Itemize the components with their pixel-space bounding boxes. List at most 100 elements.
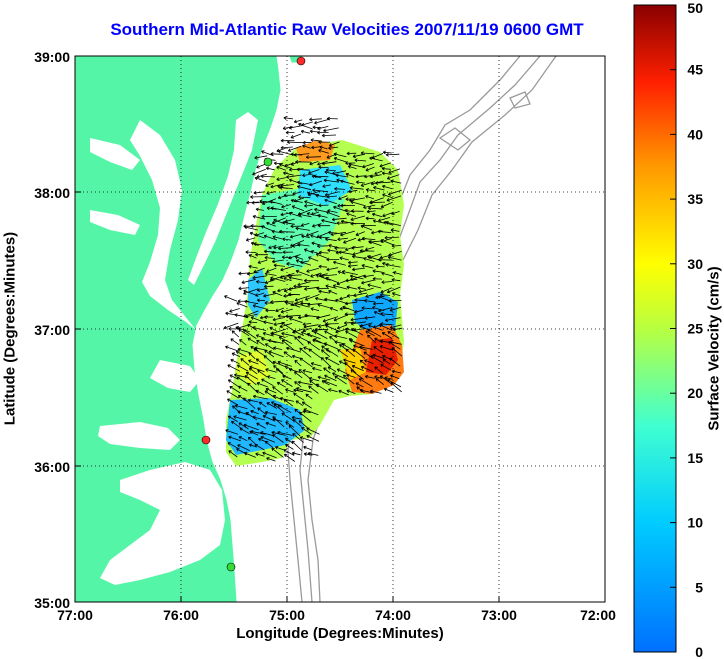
velocity-arrow — [350, 221, 365, 226]
velocity-arrow — [272, 235, 283, 240]
velocity-arrow — [294, 295, 310, 302]
velocity-arrow — [380, 363, 392, 371]
velocity-arrow — [381, 171, 392, 176]
velocity-arrow — [292, 419, 302, 427]
station-marker — [201, 435, 211, 445]
velocity-arrow — [303, 445, 312, 451]
velocity-arrow — [264, 349, 275, 358]
velocity-arrow — [231, 352, 241, 357]
velocity-arrow — [231, 330, 240, 338]
map-title: Southern Mid-Atlantic Raw Velocities 200… — [110, 20, 584, 39]
velocity-arrow — [266, 267, 277, 273]
velocity-arrow — [317, 130, 329, 135]
velocity-arrow — [318, 165, 329, 170]
velocity-arrow — [389, 357, 401, 367]
velocity-arrow — [271, 250, 283, 255]
velocity-arrow — [270, 300, 285, 304]
velocity-arrow — [363, 274, 375, 279]
velocity-arrow — [225, 345, 239, 352]
velocity-arrow — [255, 252, 269, 257]
velocity-arrow — [364, 298, 376, 303]
velocity-arrow — [335, 173, 349, 178]
velocity-arrow — [291, 354, 301, 359]
velocity-arrow — [344, 246, 356, 251]
velocity-arrow — [368, 324, 383, 331]
velocity-arrow — [308, 385, 319, 394]
colorbar-tick-label: 10 — [687, 515, 703, 531]
velocity-arrow — [255, 207, 265, 212]
velocity-arrow — [223, 322, 239, 330]
velocity-arrow — [227, 364, 241, 372]
velocity-arrow — [262, 331, 274, 337]
velocity-arrow — [363, 204, 376, 209]
station-marker — [296, 56, 306, 66]
velocity-arrow — [315, 383, 329, 393]
velocity-arrow — [369, 156, 383, 162]
velocity-arrow — [288, 178, 303, 185]
velocity-arrow — [352, 267, 365, 272]
velocity-arrow — [322, 184, 331, 188]
velocity-arrow — [318, 140, 330, 145]
velocity-arrow — [272, 416, 285, 428]
colorbar-tick-label: 25 — [687, 321, 703, 337]
velocity-arrow — [350, 215, 366, 222]
velocity-arrow — [254, 155, 268, 160]
velocity-arrow — [345, 161, 356, 166]
velocity-arrow — [273, 263, 286, 268]
velocity-arrow — [293, 392, 305, 401]
velocity-arrow — [378, 307, 393, 313]
velocity-arrow — [278, 336, 293, 345]
velocity-arrow — [315, 274, 331, 281]
velocity-arrow — [227, 398, 238, 406]
velocity-arrow — [265, 387, 277, 394]
velocity-arrow — [272, 360, 286, 368]
velocity-arrow — [276, 381, 286, 388]
velocity-arrow — [266, 191, 276, 195]
velocity-arrow — [326, 257, 340, 262]
velocity-arrow — [249, 231, 265, 239]
velocity-arrow — [354, 309, 364, 314]
velocity-arrow — [239, 339, 247, 346]
velocity-arrow — [278, 246, 293, 251]
velocity-arrow — [382, 184, 393, 190]
velocity-arrow — [295, 159, 312, 164]
velocity-arrow — [390, 179, 402, 184]
colorbar-ticks — [670, 4, 676, 653]
velocity-arrow — [373, 186, 385, 191]
velocity-arrow — [387, 255, 402, 261]
velocity-arrow — [231, 420, 242, 429]
velocity-arrow — [268, 244, 277, 250]
velocity-arrow — [303, 408, 319, 416]
velocity-arrow — [328, 388, 338, 393]
velocity-arrow — [372, 353, 385, 359]
velocity-arrow — [338, 360, 348, 366]
velocity-arrow — [360, 365, 374, 373]
colorbar-tick-label: 50 — [687, 0, 703, 16]
velocity-arrow — [246, 271, 259, 276]
velocity-arrow — [288, 211, 303, 218]
velocity-arrow — [361, 306, 373, 311]
velocity-arrow — [250, 429, 266, 435]
velocity-arrow — [281, 255, 292, 260]
velocity-arrow — [288, 167, 304, 172]
velocity-arrow — [370, 355, 384, 364]
velocity-arrow — [372, 269, 383, 274]
velocity-arrow — [310, 250, 321, 255]
velocity-arrow — [270, 206, 286, 211]
velocity-arrow — [321, 161, 337, 166]
velocity-arrow — [375, 181, 391, 185]
velocity-arrow — [298, 369, 311, 380]
velocity-arrow — [282, 237, 292, 242]
velocity-arrow — [249, 365, 265, 373]
velocity-arrow — [286, 140, 304, 145]
velocity-arrow — [348, 189, 358, 194]
velocity-arrow — [350, 317, 366, 322]
velocity-arrow — [270, 183, 285, 189]
velocity-arrow — [302, 140, 312, 145]
velocity-arrow — [381, 332, 393, 339]
velocity-arrow — [283, 116, 294, 120]
velocity-arrow — [259, 199, 276, 204]
velocity-arrow — [294, 408, 303, 416]
velocity-arrow — [322, 316, 339, 323]
velocity-arrow — [247, 436, 256, 445]
